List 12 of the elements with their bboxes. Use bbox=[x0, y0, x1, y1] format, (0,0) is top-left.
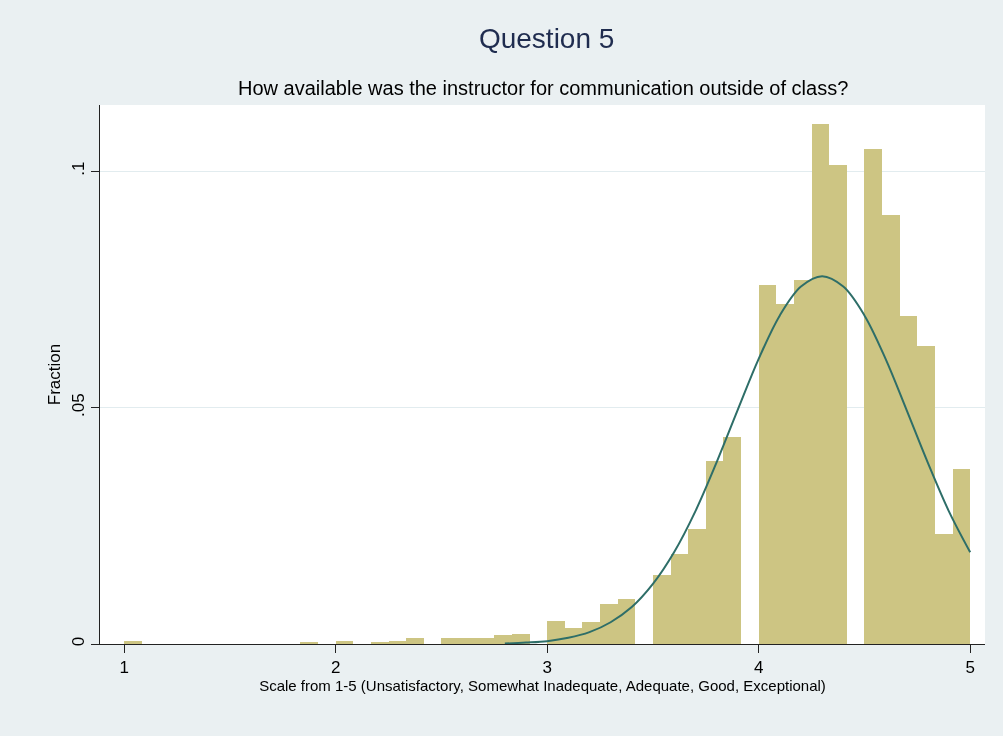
x-tick-label: 2 bbox=[330, 658, 341, 678]
chart-title: Question 5 bbox=[478, 22, 615, 54]
y-axis-title: Fraction bbox=[44, 343, 64, 406]
y-tick-label: 0 bbox=[69, 636, 89, 647]
x-tick-label: 5 bbox=[965, 658, 975, 678]
x-tick-label: 4 bbox=[753, 658, 764, 678]
x-axis-title: Scale from 1-5 (Unsatisfactory, Somewhat Inadequate, Adequate, Good, Exceptional) bbox=[259, 677, 826, 695]
chart-subtitle: How available was the instructor for communication outside of class? bbox=[238, 77, 849, 99]
x-tick-label: 3 bbox=[542, 658, 552, 678]
y-tick-label: .05 bbox=[69, 393, 89, 417]
y-tick-label: .1 bbox=[69, 161, 89, 176]
x-tick-label: 1 bbox=[119, 658, 129, 678]
